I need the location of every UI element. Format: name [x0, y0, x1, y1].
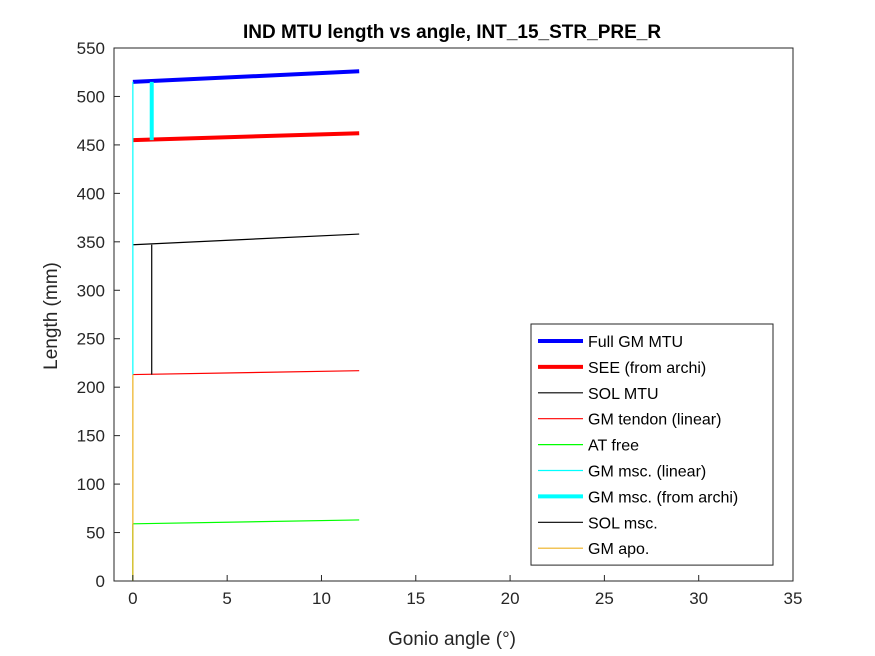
y-tick-label: 500	[77, 87, 105, 106]
series-line-2	[132, 233, 360, 246]
y-tick-label: 50	[86, 524, 105, 543]
x-axis-label: Gonio angle (°)	[388, 629, 516, 650]
legend-entry-label: GM msc. (from archi)	[588, 489, 738, 506]
y-tick-label: 300	[77, 281, 105, 300]
y-tick-label: 250	[77, 330, 105, 349]
legend-entry-label: SOL msc.	[588, 515, 658, 532]
series-layer	[132, 69, 360, 581]
x-tick-label: 15	[406, 589, 425, 608]
series-line-1	[132, 131, 360, 143]
x-tick-label: 5	[222, 589, 231, 608]
legend-entry-label: GM msc. (linear)	[588, 464, 706, 481]
x-tick-label: 30	[689, 589, 708, 608]
series-line-3	[132, 370, 360, 376]
legend-entry-label: GM tendon (linear)	[588, 412, 721, 429]
y-tick-label: 450	[77, 136, 105, 155]
y-tick-label: 350	[77, 233, 105, 252]
legend-entry-label: AT free	[588, 438, 639, 455]
ticks-layer: 0 5 10 15 20 25 30 3505010015020025030035040045…	[77, 39, 803, 608]
x-tick-label: 0	[128, 589, 137, 608]
y-axis-label: Length (mm)	[41, 262, 62, 370]
x-tick-label: 10	[312, 589, 331, 608]
y-tick-label: 100	[77, 475, 105, 494]
legend: Full GM MTU SEE (from archi) SOL MTU GM ten…	[530, 323, 774, 566]
y-tick-label: 200	[77, 378, 105, 397]
legend-entry-label: GM apo.	[588, 541, 649, 558]
chart-title: IND MTU length vs angle, INT_15_STR_PRE_…	[243, 22, 661, 43]
y-tick-label: 550	[77, 39, 105, 58]
x-tick-label: 35	[784, 589, 803, 608]
y-tick-label: 0	[96, 572, 105, 591]
series-line-0	[132, 69, 360, 84]
legend-entry-label: SEE (from archi)	[588, 360, 706, 377]
legend-entry-label: Full GM MTU	[588, 334, 683, 351]
series-line-4	[132, 519, 360, 525]
x-tick-label: 20	[501, 589, 520, 608]
legend-entry-label: SOL MTU	[588, 386, 659, 403]
x-tick-label: 25	[595, 589, 614, 608]
y-tick-label: 400	[77, 184, 105, 203]
y-tick-label: 150	[77, 427, 105, 446]
